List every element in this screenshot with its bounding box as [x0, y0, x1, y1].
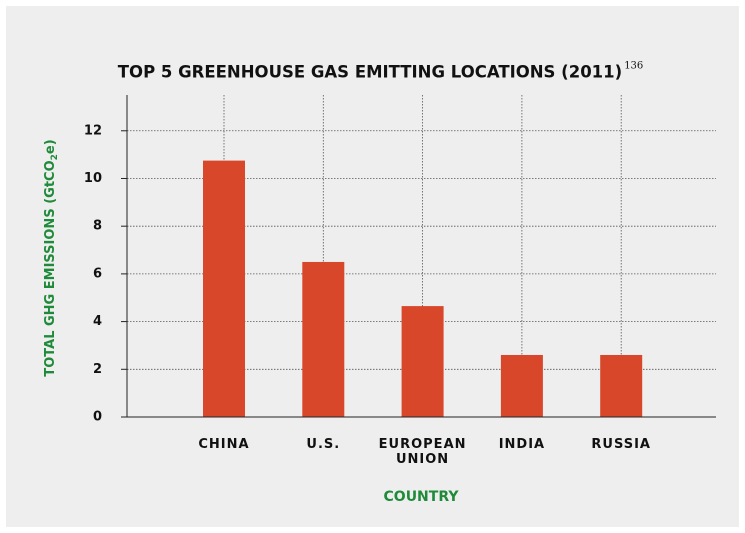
y-tick-label: 8	[93, 219, 102, 234]
bar	[600, 354, 643, 417]
x-tick-label: U.S.	[306, 437, 341, 452]
y-axis-label-part: TOTAL GHG EMISSIONS (GtCO	[43, 160, 58, 376]
x-tick-label: EUROPEAN UNION	[378, 437, 467, 467]
y-tick-label: 2	[93, 362, 102, 377]
chart-title: TOP 5 GREENHOUSE GAS EMITTING LOCATIONS …	[118, 63, 622, 82]
background-panel	[6, 6, 739, 527]
bar	[401, 306, 444, 417]
bar	[302, 261, 345, 417]
y-axis-label-part: e)	[43, 139, 58, 154]
title-note: 136	[624, 61, 643, 72]
x-tick-label: CHINA	[198, 437, 250, 452]
x-axis-label: COUNTRY	[384, 489, 460, 505]
y-tick-label: 10	[84, 171, 102, 186]
y-tick-label: 6	[93, 266, 102, 281]
bar	[500, 354, 543, 417]
bar	[203, 160, 245, 417]
y-axis-label: TOTAL GHG EMISSIONS (GtCO2e)	[43, 139, 60, 376]
y-tick-label: 12	[84, 123, 102, 138]
x-tick-label: RUSSIA	[591, 437, 651, 452]
x-tick-label: INDIA	[498, 437, 546, 452]
y-axis-label-sub: 2	[50, 154, 60, 160]
y-tick-label: 0	[93, 410, 102, 425]
y-tick-label: 4	[93, 314, 102, 329]
